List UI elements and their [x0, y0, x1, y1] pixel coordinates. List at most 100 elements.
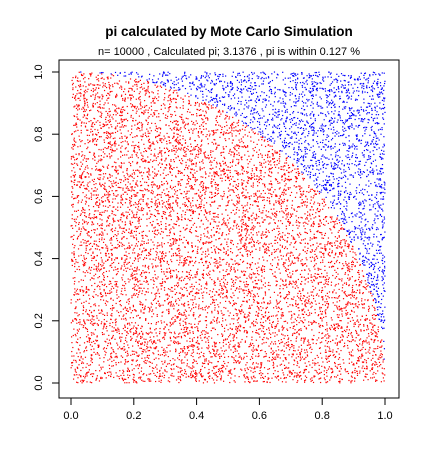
point-inside: [150, 105, 153, 107]
point-inside: [222, 169, 224, 171]
point-inside: [94, 282, 96, 285]
point-inside: [236, 150, 238, 152]
point-inside: [138, 149, 141, 151]
point-inside: [124, 378, 126, 380]
point-outside: [304, 136, 306, 138]
point-outside: [317, 176, 319, 178]
point-outside: [380, 191, 382, 194]
point-inside: [257, 154, 260, 156]
point-inside: [171, 248, 173, 250]
point-inside: [192, 122, 195, 124]
point-inside: [290, 343, 293, 346]
point-inside: [73, 131, 76, 133]
point-inside: [101, 273, 104, 275]
point-outside: [287, 143, 289, 145]
point-inside: [130, 106, 133, 108]
point-inside: [307, 314, 309, 317]
point-inside: [157, 242, 159, 244]
point-inside: [145, 257, 148, 259]
point-inside: [365, 339, 367, 341]
point-outside: [377, 82, 379, 85]
point-inside: [86, 114, 88, 117]
point-inside: [97, 277, 99, 279]
point-inside: [90, 109, 92, 111]
point-inside: [227, 195, 229, 198]
point-inside: [278, 227, 280, 230]
point-inside: [178, 352, 180, 355]
point-inside: [81, 244, 83, 246]
point-outside: [381, 128, 383, 131]
point-inside: [198, 213, 200, 216]
point-outside: [341, 134, 343, 137]
point-inside: [131, 350, 133, 352]
point-inside: [192, 149, 194, 151]
point-inside: [247, 293, 249, 295]
point-outside: [291, 136, 293, 138]
point-inside: [182, 160, 184, 162]
point-outside: [347, 196, 350, 198]
point-inside: [353, 294, 356, 297]
point-inside: [319, 231, 321, 233]
point-inside: [352, 248, 354, 250]
point-inside: [164, 167, 166, 169]
point-inside: [294, 238, 296, 240]
point-inside: [86, 118, 88, 120]
point-inside: [166, 262, 168, 264]
point-outside: [320, 130, 322, 132]
point-inside: [177, 129, 179, 131]
point-inside: [363, 340, 365, 342]
point-inside: [174, 337, 176, 339]
point-inside: [253, 240, 255, 242]
point-inside: [302, 297, 304, 299]
point-inside: [189, 286, 191, 288]
point-inside: [328, 251, 330, 254]
point-inside: [281, 308, 283, 310]
point-inside: [80, 85, 82, 87]
point-inside: [351, 317, 353, 319]
point-inside: [291, 169, 294, 172]
point-inside: [213, 132, 215, 134]
point-outside: [368, 282, 370, 284]
point-inside: [328, 291, 331, 293]
point-inside: [192, 123, 194, 125]
point-outside: [278, 109, 280, 111]
point-outside: [252, 116, 254, 118]
point-inside: [116, 344, 119, 346]
point-inside: [204, 151, 207, 153]
point-inside: [169, 106, 171, 108]
point-inside: [216, 351, 218, 353]
point-inside: [251, 378, 253, 380]
point-outside: [338, 219, 340, 221]
point-outside: [330, 89, 332, 91]
point-inside: [230, 242, 232, 244]
point-inside: [212, 167, 214, 169]
point-inside: [264, 172, 266, 174]
point-inside: [184, 260, 186, 263]
point-inside: [90, 348, 92, 351]
point-inside: [341, 254, 343, 256]
point-outside: [295, 137, 297, 140]
point-inside: [230, 131, 232, 133]
point-inside: [142, 235, 144, 237]
point-inside: [87, 231, 89, 233]
point-inside: [223, 327, 226, 329]
point-outside: [381, 99, 384, 101]
point-inside: [113, 247, 115, 249]
point-outside: [364, 72, 366, 75]
point-inside: [203, 128, 205, 130]
point-inside: [132, 353, 134, 355]
point-outside: [296, 160, 298, 162]
point-outside: [335, 151, 337, 154]
point-inside: [178, 141, 180, 144]
point-inside: [83, 321, 86, 323]
point-inside: [170, 302, 172, 304]
point-inside: [263, 277, 265, 279]
point-inside: [310, 274, 312, 276]
point-outside: [293, 148, 295, 150]
point-inside: [143, 287, 145, 289]
point-outside: [246, 106, 248, 108]
point-inside: [318, 276, 321, 278]
point-inside: [200, 351, 202, 353]
point-outside: [377, 210, 379, 212]
point-inside: [176, 365, 178, 367]
